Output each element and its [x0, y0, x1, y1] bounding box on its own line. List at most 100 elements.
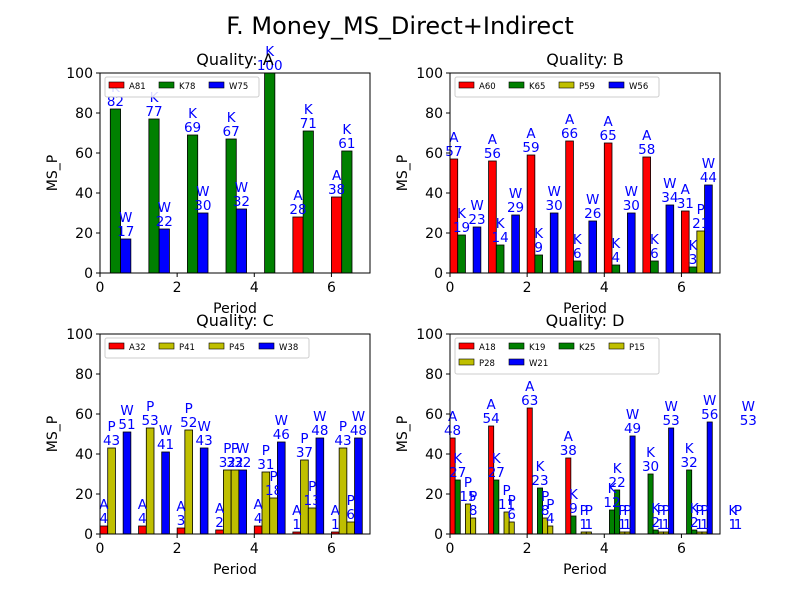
- data-label-letter: W: [703, 393, 716, 409]
- bar: [238, 469, 247, 535]
- panel-title: Quality: D: [546, 311, 625, 330]
- x-axis-label: Period: [213, 301, 257, 317]
- data-label-value: 54: [483, 411, 500, 427]
- bar: [253, 525, 263, 535]
- y-tick-label: 60: [425, 407, 443, 423]
- data-label-letter: P: [262, 443, 270, 459]
- legend-label: A81: [129, 82, 146, 92]
- data-label-letter: A: [488, 132, 498, 148]
- bar: [122, 431, 132, 535]
- axes-frame: [449, 72, 721, 274]
- data-label-letter: P: [585, 503, 593, 519]
- data-label-letter: P: [464, 475, 472, 491]
- data-label-letter: A: [176, 499, 186, 515]
- bar: [197, 212, 209, 274]
- legend-label: P28: [479, 359, 495, 369]
- data-label-value: 22: [609, 475, 626, 491]
- data-label-value: 8: [541, 503, 550, 519]
- bar: [511, 214, 520, 274]
- data-label-letter: A: [254, 497, 264, 513]
- y-tick-label: 80: [425, 106, 443, 122]
- data-label-value: 56: [484, 146, 501, 162]
- axes-frame: [449, 333, 721, 535]
- y-tick-label: 40: [75, 447, 93, 463]
- data-label-letter: A: [99, 497, 109, 513]
- bar: [526, 407, 533, 535]
- x-tick-label: 0: [446, 280, 455, 296]
- data-label-letter: P: [541, 489, 549, 505]
- data-label-value: 71: [300, 116, 317, 132]
- y-tick-label: 40: [425, 186, 443, 202]
- data-label-letter: A: [138, 497, 148, 513]
- bar: [269, 497, 278, 535]
- x-tick-label: 6: [677, 541, 686, 557]
- data-label-letter: A: [449, 130, 459, 146]
- bar: [650, 260, 659, 274]
- bars: [99, 427, 363, 535]
- bar: [609, 509, 615, 535]
- x-tick-label: 6: [327, 541, 336, 557]
- y-tick-label: 60: [75, 407, 93, 423]
- data-label-value: 51: [118, 417, 135, 433]
- bar: [161, 451, 170, 535]
- data-label-letter: K: [457, 206, 467, 222]
- y-tick-label: 100: [66, 327, 93, 343]
- data-label-value: 46: [273, 427, 290, 443]
- data-label-letter: W: [120, 403, 133, 419]
- bar: [696, 230, 705, 274]
- data-label-letter: W: [313, 409, 326, 425]
- legend-label: W38: [279, 343, 298, 353]
- bar: [346, 521, 355, 535]
- bar: [292, 216, 304, 274]
- data-label-letter: A: [564, 429, 574, 445]
- bar: [549, 212, 559, 274]
- bar: [235, 208, 247, 274]
- legend-label: A32: [129, 343, 146, 353]
- data-label-letter: P: [339, 419, 347, 435]
- data-label-value: 1: [331, 517, 340, 533]
- data-label-value: 32: [681, 455, 698, 471]
- data-label-value: 38: [328, 182, 345, 198]
- data-label-letter: K: [188, 106, 198, 122]
- data-label-letter: P: [623, 503, 631, 519]
- data-label-letter: P: [308, 479, 316, 495]
- data-label-value: 1: [729, 517, 738, 533]
- data-label-letter: P: [546, 497, 554, 513]
- data-label-value: 15: [459, 489, 476, 505]
- axes-frame: [99, 333, 371, 535]
- data-label-letter: P: [502, 483, 510, 499]
- x-tick-label: 0: [446, 541, 455, 557]
- data-label-value: 65: [600, 128, 617, 144]
- data-label-value: 21: [692, 216, 709, 232]
- data-label-value: 1: [657, 517, 666, 533]
- bar: [547, 525, 554, 535]
- data-label-letter: A: [565, 112, 575, 128]
- bars: [109, 72, 353, 274]
- data-label-letter: A: [448, 409, 458, 425]
- data-label-value: 14: [492, 230, 509, 246]
- legend-label: W21: [529, 359, 548, 369]
- data-label-letter: A: [487, 397, 497, 413]
- y-tick-label: 0: [434, 266, 443, 282]
- legend-label: P59: [579, 82, 595, 92]
- data-label-value: 41: [157, 437, 174, 453]
- y-tick-label: 20: [75, 487, 93, 503]
- data-label-value: 4: [254, 511, 263, 527]
- x-tick-label: 4: [250, 541, 259, 557]
- data-label-value: 1: [585, 517, 594, 533]
- data-label-value: 27: [488, 465, 505, 481]
- y-tick-label: 80: [75, 367, 93, 383]
- data-label-value: 22: [156, 214, 173, 230]
- data-label-value: 9: [569, 501, 578, 517]
- data-label-value: 9: [534, 240, 543, 256]
- axes-frame: [99, 72, 371, 274]
- data-label-value: 69: [184, 120, 201, 136]
- data-label-value: 77: [145, 104, 162, 120]
- data-label-value: 13: [304, 493, 321, 509]
- data-label-letter: K: [728, 503, 738, 519]
- legend-swatch: [108, 342, 125, 350]
- legend-swatch: [558, 342, 575, 350]
- bar: [627, 212, 636, 274]
